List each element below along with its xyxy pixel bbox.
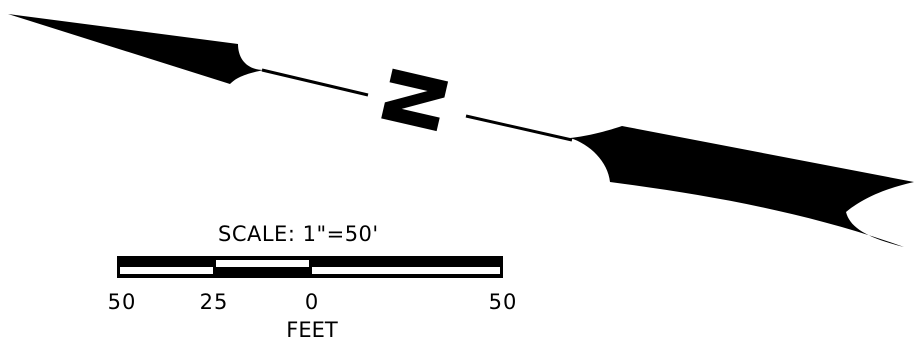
scale-tick-label: 50 (107, 290, 137, 314)
scale-title: SCALE: 1"=50' (218, 222, 379, 246)
scale-tick-label: 25 (199, 290, 229, 314)
scale-units-label: FEET (286, 318, 338, 342)
north-arrow-right-head (570, 126, 914, 247)
north-arrow-left-wedge (8, 14, 264, 84)
scale-segment-0-50 (312, 267, 500, 274)
north-arrow-shaft-right (465, 114, 573, 142)
scale-tick-label: 50 (488, 290, 518, 314)
scale-tick-label: 0 (304, 290, 320, 314)
scale-segment-50-25 (120, 267, 213, 274)
scale-bar (117, 256, 503, 278)
scale-segment-25-0 (216, 260, 309, 267)
north-letter: N (366, 59, 468, 143)
north-arrow-shaft-left (261, 68, 369, 97)
